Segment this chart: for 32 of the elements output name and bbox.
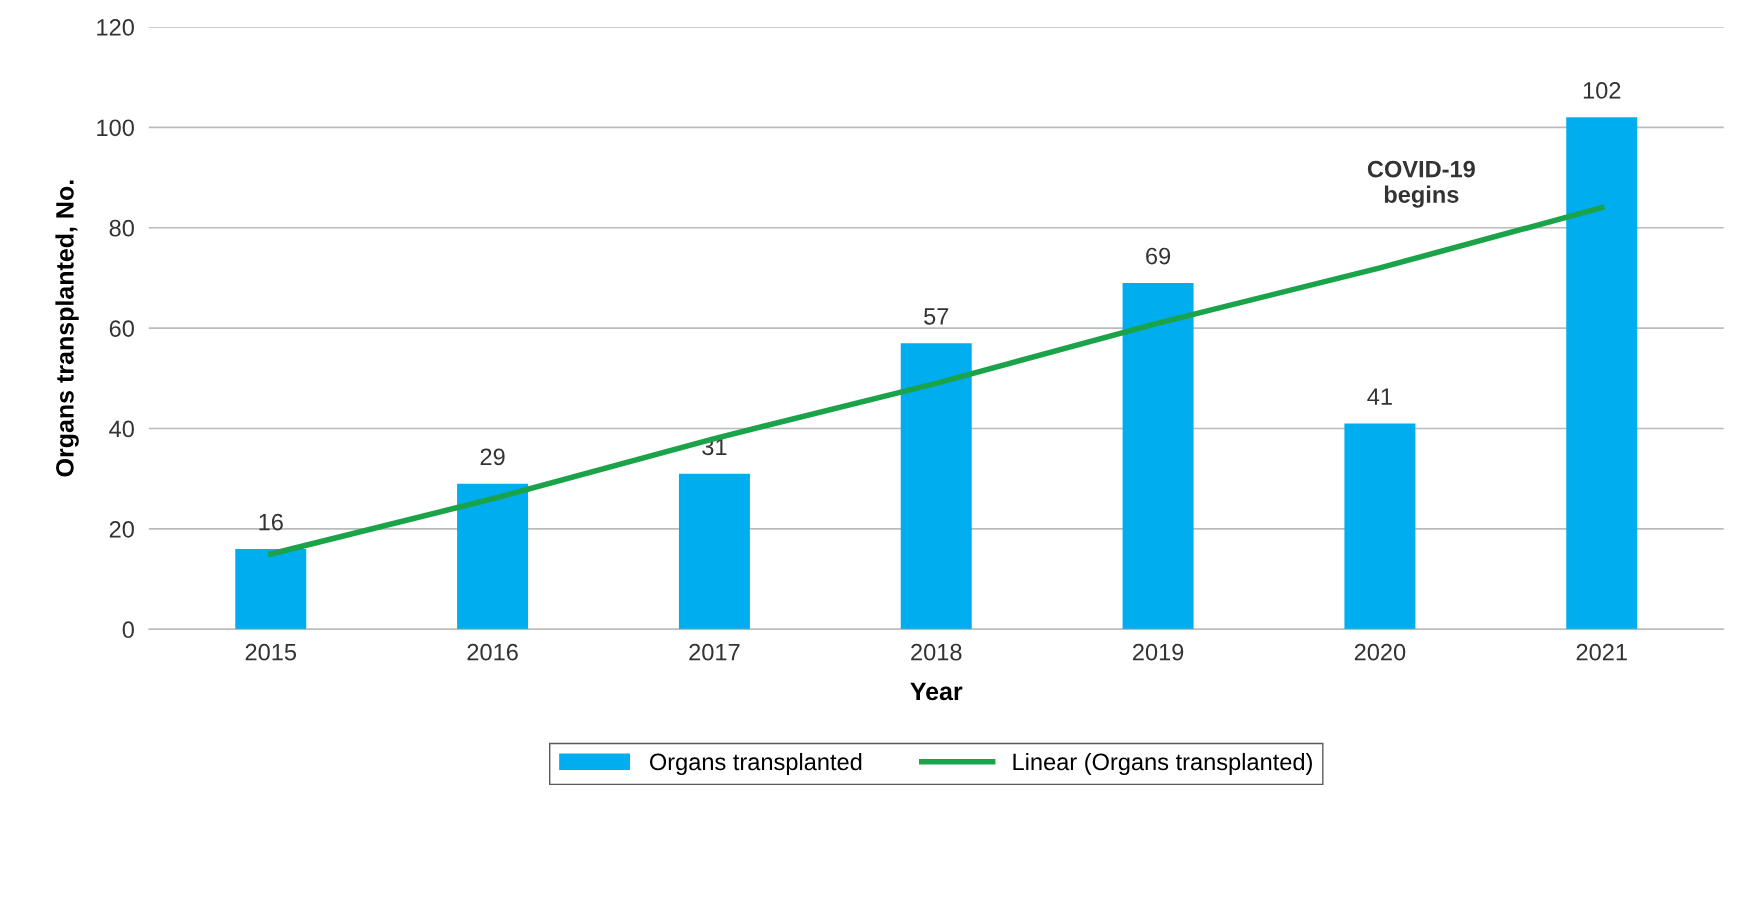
bar: [1566, 117, 1638, 630]
x-tick-label: 2018: [911, 643, 962, 661]
bar: [1344, 423, 1416, 630]
y-tick-label: 0: [122, 621, 134, 639]
data-label: 41: [1367, 388, 1392, 405]
bar: [457, 483, 529, 630]
bar: [900, 343, 972, 630]
data-label: 29: [480, 448, 505, 466]
data-label: 69: [1146, 247, 1171, 265]
y-axis-title: Organs transplanted, No.: [55, 180, 79, 477]
data-label: 16: [259, 513, 283, 531]
y-tick-label: 100: [97, 119, 134, 137]
bar: [235, 548, 307, 630]
y-tick-label: 80: [109, 219, 134, 237]
data-label: 57: [924, 308, 949, 325]
legend-label: Linear (Organs transplanted): [1013, 752, 1312, 775]
x-axis-title: Year: [910, 682, 963, 701]
data-label: 102: [1583, 82, 1621, 99]
x-tick-label: 2016: [467, 643, 518, 661]
bar: [678, 473, 750, 630]
legend-label: Organs transplanted: [649, 752, 862, 775]
bar: [1122, 282, 1194, 630]
x-tick-label: 2021: [1576, 643, 1627, 661]
x-tick-label: 2015: [245, 643, 297, 661]
x-tick-label: 2020: [1354, 643, 1406, 661]
y-tick-label: 120: [97, 19, 134, 36]
x-tick-label: 2017: [689, 643, 740, 661]
y-tick-label: 20: [109, 520, 134, 538]
x-tick-label: 2019: [1133, 643, 1184, 661]
y-tick-label: 60: [109, 320, 134, 337]
y-tick-label: 40: [109, 420, 134, 438]
annotation: COVID-19 begins: [1367, 160, 1475, 208]
